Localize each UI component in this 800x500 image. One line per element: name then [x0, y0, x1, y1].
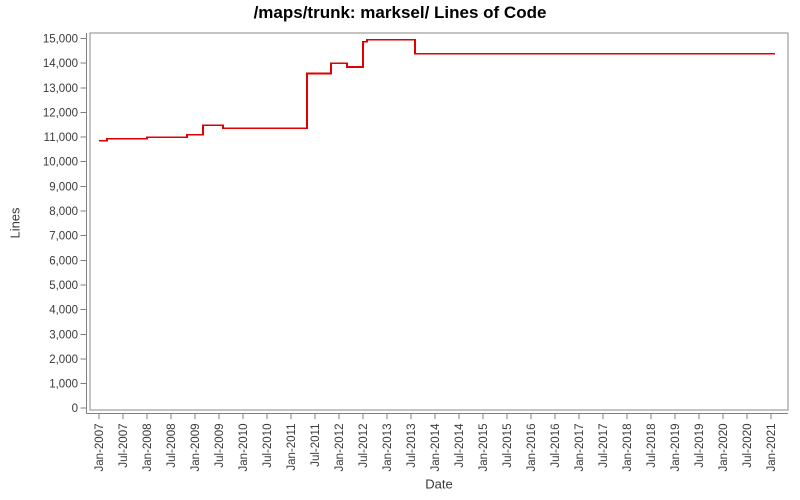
y-tick-label: 5,000: [49, 280, 78, 292]
x-tick-label: Jan-2011: [286, 424, 298, 471]
y-tick-label: 15,000: [43, 33, 78, 45]
x-tick-label: Jan-2014: [430, 423, 442, 472]
x-tick-label: Jul-2015: [502, 424, 514, 468]
x-tick-label: Jan-2013: [382, 424, 394, 472]
x-tick-label: Jan-2007: [94, 424, 106, 472]
y-tick-label: 6,000: [49, 255, 78, 267]
x-tick-label: Jul-2020: [742, 424, 754, 468]
x-tick-label: Jan-2016: [526, 424, 538, 472]
chart-title: /maps/trunk: marksel/ Lines of Code: [253, 3, 547, 22]
y-tick-label: 8,000: [49, 206, 78, 218]
x-tick-label: Jul-2014: [454, 423, 466, 468]
y-tick-label: 11,000: [44, 132, 78, 144]
x-tick-label: Jan-2012: [334, 424, 346, 472]
y-tick-label: 14,000: [43, 58, 78, 70]
x-tick-label: Jan-2018: [622, 424, 634, 472]
x-tick-label: Jul-2009: [214, 424, 226, 468]
plot-frame: [89, 32, 789, 411]
y-tick-label: 4,000: [49, 305, 78, 317]
x-tick-label: Jan-2019: [670, 424, 682, 472]
y-tick-label: 9,000: [49, 181, 78, 193]
x-tick-label: Jan-2017: [574, 424, 586, 472]
y-tick-label: 7,000: [49, 231, 78, 243]
x-tick-label: Jul-2012: [358, 424, 370, 468]
x-tick-label: Jul-2016: [550, 424, 562, 468]
y-tick-label: 10,000: [43, 157, 78, 169]
x-tick-label: Jul-2010: [262, 424, 274, 468]
y-tick-label: 1,000: [49, 379, 78, 391]
x-axis-title: Date: [425, 476, 453, 492]
x-tick-label: Jul-2008: [166, 424, 178, 468]
x-tick-label: Jul-2018: [646, 424, 658, 468]
x-tick-label: Jul-2011: [310, 424, 322, 467]
y-tick-label: 3,000: [49, 329, 78, 341]
x-tick-label: Jul-2013: [406, 424, 418, 468]
axis-lines: [86, 33, 788, 414]
y-tick-label: 13,000: [43, 83, 78, 95]
series-line: [99, 38, 775, 142]
x-tick-label: Jan-2008: [142, 424, 154, 472]
x-tick-label: Jan-2010: [238, 424, 250, 472]
x-tick-label: Jan-2020: [718, 424, 730, 472]
x-tick-label: Jan-2021: [766, 424, 778, 472]
y-tick-label: 2,000: [49, 354, 78, 366]
y-tick-label: 0: [72, 403, 78, 415]
y-axis-title: Lines: [7, 207, 23, 239]
y-axis-ticks: 0 1,000 2,000 3,000 4,000 5,000 6,000 7,000 8,00…: [43, 33, 87, 415]
x-axis-ticks: Jan-2007 Jul-2007 Jan-2008 Jul-2008 Jan-2009…: [94, 413, 778, 472]
x-tick-label: Jul-2017: [598, 424, 610, 468]
x-tick-label: Jan-2009: [190, 424, 202, 472]
x-tick-label: Jul-2019: [694, 424, 706, 468]
x-tick-label: Jul-2007: [118, 424, 130, 468]
y-tick-label: 12,000: [43, 107, 78, 119]
x-tick-label: Jan-2015: [478, 424, 490, 472]
